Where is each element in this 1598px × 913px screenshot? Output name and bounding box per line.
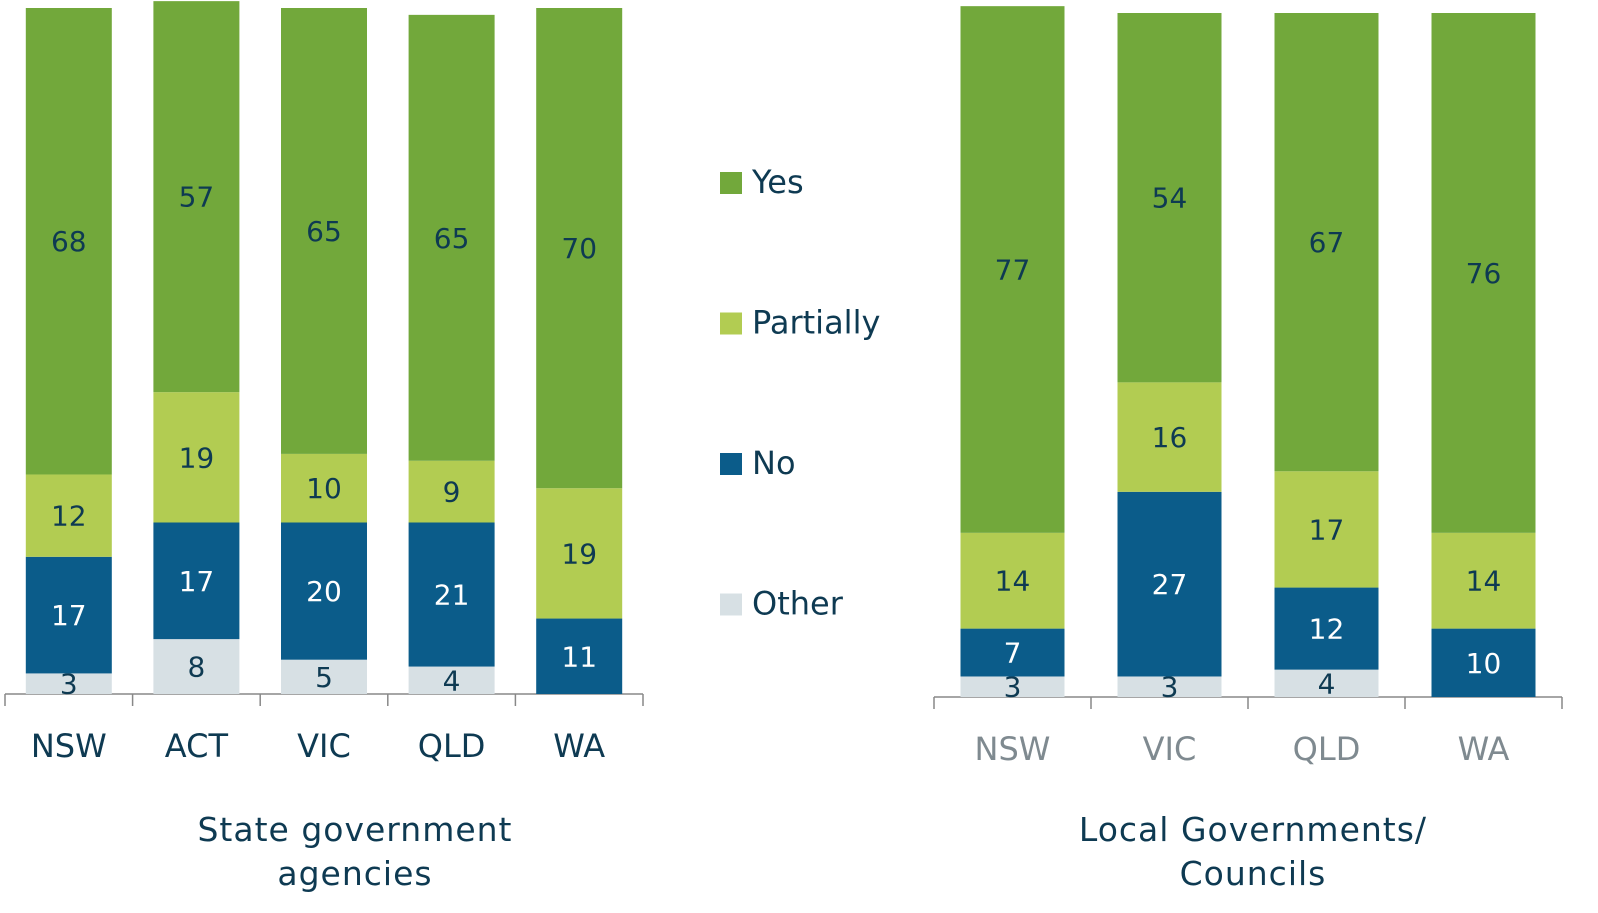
bar-segment (408, 666, 495, 694)
bar-segment (1274, 471, 1379, 588)
bar-segment (153, 639, 240, 694)
data-label: 77 (995, 254, 1031, 287)
bar-segment (536, 618, 623, 694)
x-axis-title: Local Governments/ Councils (1078, 810, 1428, 893)
data-label: 65 (306, 215, 342, 248)
data-label: 17 (1309, 513, 1345, 546)
bar-segment (536, 8, 623, 489)
legend-swatch (720, 593, 742, 616)
bar-segment (960, 532, 1065, 629)
data-label: 14 (995, 565, 1031, 598)
x-tick-label: NSW (975, 730, 1051, 768)
legend-label: Other (752, 585, 844, 623)
data-label: 9 (443, 476, 461, 509)
bar-segment (281, 8, 367, 454)
data-label: 11 (561, 640, 597, 673)
data-label: 16 (1152, 421, 1188, 454)
bar-segment (153, 522, 240, 640)
data-label: 76 (1466, 257, 1502, 290)
bar-segment (1117, 382, 1222, 492)
x-tick-label: WA (553, 727, 605, 765)
bar-segment (1117, 676, 1222, 697)
data-label: 17 (179, 565, 215, 598)
bar-segment (960, 628, 1065, 677)
data-label: 14 (1466, 565, 1502, 598)
legend-swatch (720, 312, 742, 335)
legend-swatch (720, 172, 742, 194)
bar-segment (153, 392, 240, 523)
data-label: 67 (1309, 226, 1345, 259)
bar-segment (408, 522, 495, 667)
data-label: 21 (434, 579, 470, 612)
bar-segment (153, 1, 240, 393)
bar-segment (25, 673, 112, 694)
bar-segment (281, 522, 367, 660)
data-label: 57 (179, 181, 215, 214)
legend-label: Yes (751, 163, 804, 201)
data-label: 20 (306, 575, 342, 608)
data-label: 5 (315, 661, 333, 694)
bar-segment (1274, 669, 1379, 697)
data-label: 17 (51, 599, 87, 632)
bar-segment (1431, 532, 1536, 629)
data-label: 19 (561, 537, 597, 570)
x-tick-label: VIC (297, 727, 351, 765)
bar-segment (1431, 628, 1536, 697)
bar-segment (1117, 13, 1222, 383)
x-tick-label: VIC (1143, 730, 1197, 768)
bar-segment (408, 14, 495, 461)
x-axis-title: State government agencies (197, 810, 513, 893)
bar-segment (536, 488, 623, 619)
bar-segment (1431, 13, 1536, 533)
data-label: 7 (1004, 637, 1022, 670)
data-label: 65 (434, 222, 470, 255)
data-label: 68 (51, 225, 87, 258)
x-tick-label: QLD (418, 727, 486, 765)
bar-segment (408, 460, 495, 523)
bar-segment (25, 8, 112, 475)
bar-segment (281, 659, 367, 694)
bar-segment (1274, 13, 1379, 472)
x-tick-label: QLD (1293, 730, 1361, 768)
legend-label: No (752, 444, 796, 482)
bar-segment (1117, 491, 1222, 677)
data-label: 27 (1152, 568, 1188, 601)
bar-segment (25, 556, 112, 674)
x-tick-label: WA (1458, 730, 1510, 768)
data-label: 3 (1004, 671, 1022, 704)
data-label: 4 (1318, 667, 1336, 700)
x-tick-label: ACT (165, 727, 229, 765)
bar-segment (960, 676, 1065, 697)
legend-swatch (720, 453, 742, 475)
data-label: 70 (561, 232, 597, 265)
bar-segment (25, 474, 112, 557)
data-label: 19 (179, 441, 215, 474)
data-label: 3 (60, 668, 78, 701)
x-tick-label: NSW (31, 727, 107, 765)
data-label: 4 (443, 664, 461, 697)
data-label: 8 (187, 651, 205, 684)
legend-label: Partially (752, 304, 880, 342)
data-label: 3 (1161, 671, 1179, 704)
data-label: 10 (306, 472, 342, 505)
bar-segment (960, 6, 1065, 533)
data-label: 12 (1309, 613, 1345, 646)
bar-segment (281, 453, 367, 523)
data-label: 10 (1466, 647, 1502, 680)
data-label: 54 (1152, 182, 1188, 215)
bar-segment (1274, 587, 1379, 670)
data-label: 12 (51, 500, 87, 533)
